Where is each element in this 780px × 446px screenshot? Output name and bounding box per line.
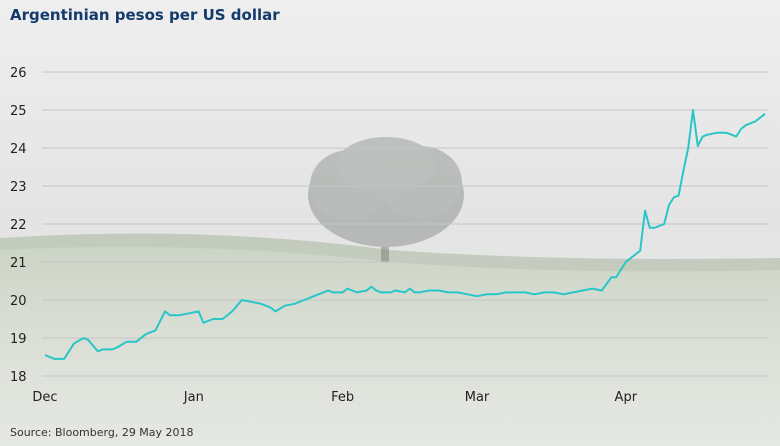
y-axis-labels: 18 19 20 21 22 23 24 25 26 <box>10 66 27 385</box>
series-line <box>44 109 766 360</box>
x-axis-labels: Dec Jan Feb Mar Apr <box>32 390 637 405</box>
y-tick-label: 22 <box>10 218 27 233</box>
x-tick-label: Feb <box>331 390 354 405</box>
y-tick-label: 25 <box>10 104 27 119</box>
grid <box>42 71 768 377</box>
y-tick-label: 24 <box>10 142 27 157</box>
x-tick-label: Dec <box>32 390 57 405</box>
y-tick-label: 26 <box>10 66 27 81</box>
y-tick-label: 18 <box>10 370 27 385</box>
x-tick-label: Apr <box>615 390 638 405</box>
tree-silhouette <box>308 137 464 262</box>
source-note: Source: Bloomberg, 29 May 2018 <box>10 426 194 439</box>
y-tick-label: 23 <box>10 180 27 195</box>
y-tick-label: 20 <box>10 294 27 309</box>
y-tick-label: 19 <box>10 332 27 347</box>
x-tick-label: Jan <box>183 390 204 405</box>
x-tick-label: Mar <box>465 390 490 405</box>
chart-title: Argentinian pesos per US dollar <box>10 6 280 24</box>
y-tick-label: 21 <box>10 256 27 271</box>
